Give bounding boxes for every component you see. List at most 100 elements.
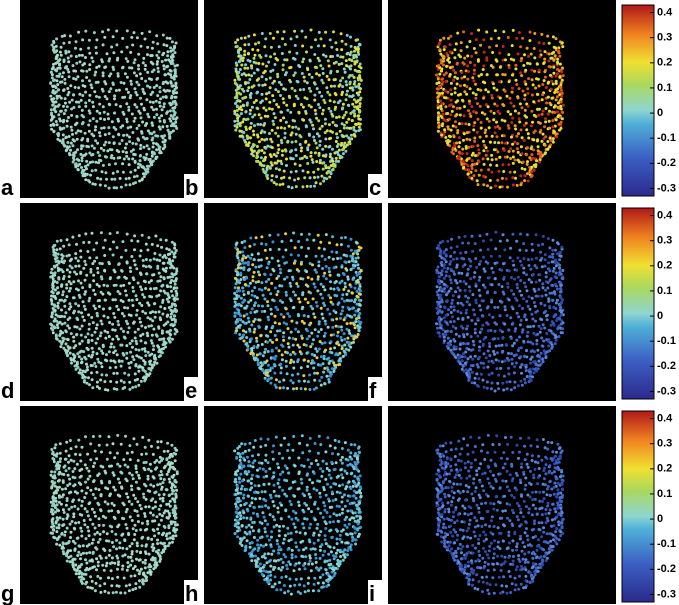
point [537, 145, 540, 148]
point [129, 351, 132, 354]
point [317, 234, 320, 237]
point [117, 320, 120, 323]
point [168, 262, 171, 265]
point [452, 325, 455, 328]
point [306, 81, 309, 84]
point [259, 162, 262, 165]
point [555, 75, 558, 78]
point [104, 171, 107, 174]
point [281, 154, 284, 157]
point [127, 109, 130, 112]
point [509, 380, 512, 383]
point [242, 104, 245, 107]
point [529, 31, 532, 34]
point [138, 302, 141, 305]
point [506, 314, 509, 317]
point [140, 380, 143, 383]
point [102, 71, 105, 74]
point [264, 273, 267, 276]
point [461, 368, 464, 371]
point [562, 104, 565, 107]
point [158, 125, 161, 128]
point [446, 330, 449, 333]
point [438, 302, 441, 305]
point [470, 335, 473, 338]
point [254, 356, 257, 359]
point [511, 143, 514, 146]
point [554, 132, 557, 135]
point [100, 127, 103, 130]
point [338, 115, 341, 118]
point [521, 136, 524, 139]
point [132, 322, 135, 325]
point [119, 284, 122, 287]
point [252, 275, 255, 278]
point [316, 146, 319, 149]
point [559, 306, 562, 309]
point [551, 253, 554, 256]
point [467, 168, 470, 171]
point [295, 133, 298, 136]
point [292, 306, 295, 309]
point [64, 136, 67, 139]
point [554, 46, 557, 49]
point [543, 79, 546, 82]
point [76, 75, 79, 78]
point [484, 88, 487, 91]
point [174, 118, 177, 121]
point [478, 75, 481, 78]
point [102, 246, 105, 249]
point [435, 322, 438, 325]
point [240, 64, 243, 67]
point [282, 316, 285, 319]
point [522, 257, 525, 260]
point [285, 104, 288, 107]
point [302, 374, 305, 377]
point [321, 255, 324, 258]
point [463, 280, 466, 283]
point [300, 366, 303, 369]
point [69, 84, 72, 87]
point [122, 113, 125, 116]
point [336, 243, 339, 246]
point [289, 361, 292, 364]
point [341, 297, 344, 300]
point [242, 262, 245, 265]
point [527, 137, 530, 140]
point [141, 293, 144, 296]
point [437, 280, 440, 283]
point [442, 333, 445, 336]
point [100, 320, 103, 323]
point [356, 38, 359, 41]
point [534, 360, 537, 363]
point [155, 148, 158, 151]
point [502, 30, 505, 33]
point [551, 97, 554, 100]
point [101, 323, 104, 326]
point [436, 87, 439, 90]
point [486, 73, 489, 76]
point [340, 236, 343, 239]
point [525, 366, 528, 369]
point [170, 305, 173, 308]
point [94, 71, 97, 74]
point [552, 66, 555, 69]
point [66, 354, 69, 357]
point [538, 355, 541, 358]
point [337, 353, 340, 356]
point [458, 136, 461, 139]
point [322, 180, 325, 183]
point [264, 70, 267, 73]
point [526, 325, 529, 328]
point [293, 30, 296, 33]
point [524, 83, 527, 86]
point [52, 307, 55, 310]
point [332, 370, 335, 373]
point [461, 148, 464, 151]
point [75, 40, 78, 43]
point [144, 80, 147, 83]
point [155, 113, 158, 116]
point [61, 141, 64, 144]
point [474, 377, 477, 380]
point [497, 283, 500, 286]
